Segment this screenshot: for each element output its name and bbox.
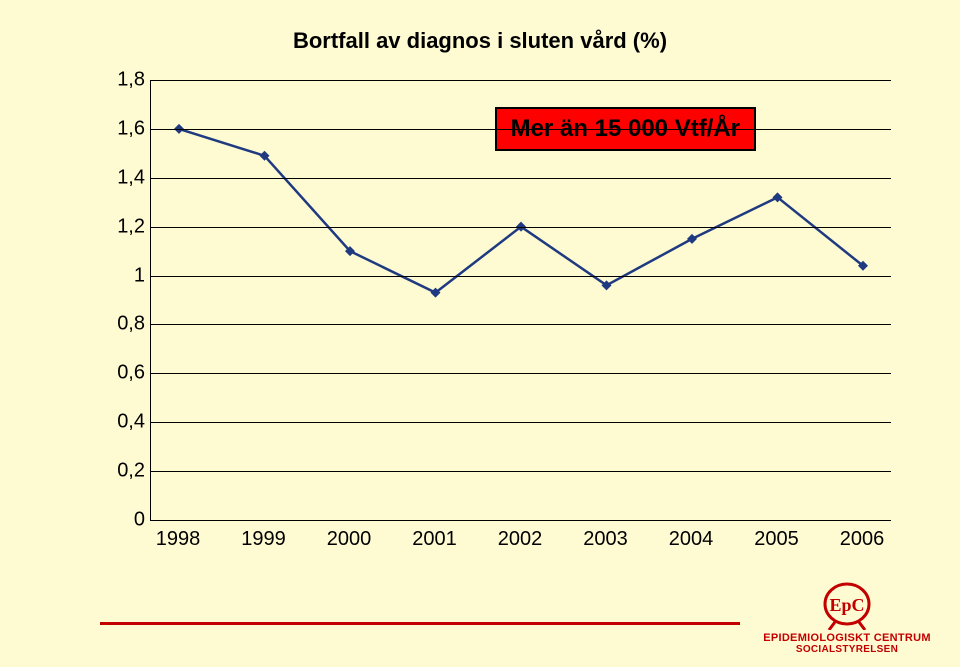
- logo-line2: SOCIALSTYRELSEN: [762, 644, 932, 655]
- series-line: [179, 129, 863, 293]
- x-tick-label: 2002: [498, 528, 543, 551]
- gridline: [151, 227, 891, 228]
- gridline: [151, 471, 891, 472]
- x-tick-label: 2001: [412, 528, 457, 551]
- plot-region: Mer än 15 000 Vtf/År: [150, 80, 891, 521]
- y-tick-label: 0,4: [110, 411, 145, 434]
- x-tick-label: 2000: [327, 528, 372, 551]
- y-tick-label: 1,4: [110, 166, 145, 189]
- gridline: [151, 276, 891, 277]
- y-tick-label: 0,6: [110, 362, 145, 385]
- gridline: [151, 324, 891, 325]
- gridline: [151, 422, 891, 423]
- x-tick-label: 2003: [583, 528, 628, 551]
- epc-logo-icon: EpC: [817, 582, 877, 630]
- x-tick-label: 1999: [241, 528, 286, 551]
- gridline: [151, 178, 891, 179]
- chart-title: Bortfall av diagnos i sluten vård (%): [0, 28, 960, 54]
- svg-text:EpC: EpC: [829, 595, 864, 615]
- y-tick-label: 1,2: [110, 215, 145, 238]
- y-tick-label: 0,2: [110, 460, 145, 483]
- y-tick-label: 1,8: [110, 69, 145, 92]
- gridline: [151, 80, 891, 81]
- y-tick-label: 1: [110, 264, 145, 287]
- x-tick-label: 2006: [840, 528, 885, 551]
- y-tick-label: 0: [110, 509, 145, 532]
- logo-line1: EPIDEMIOLOGISKT CENTRUM: [762, 632, 932, 644]
- x-tick-label: 2004: [669, 528, 714, 551]
- org-logo: EpC EPIDEMIOLOGISKT CENTRUM SOCIALSTYREL…: [762, 582, 932, 655]
- x-tick-label: 2005: [754, 528, 799, 551]
- y-tick-label: 1,6: [110, 117, 145, 140]
- chart-area: Mer än 15 000 Vtf/År 0 0,2 0,4 0,6 0,8 1 1,2 1,…: [100, 80, 900, 550]
- slide-page: Bortfall av diagnos i sluten vård (%) Me…: [0, 0, 960, 667]
- data-marker: [687, 234, 697, 244]
- gridline: [151, 129, 891, 130]
- y-tick-label: 0,8: [110, 313, 145, 336]
- x-tick-label: 1998: [156, 528, 201, 551]
- footer-rule: [100, 622, 740, 625]
- gridline: [151, 373, 891, 374]
